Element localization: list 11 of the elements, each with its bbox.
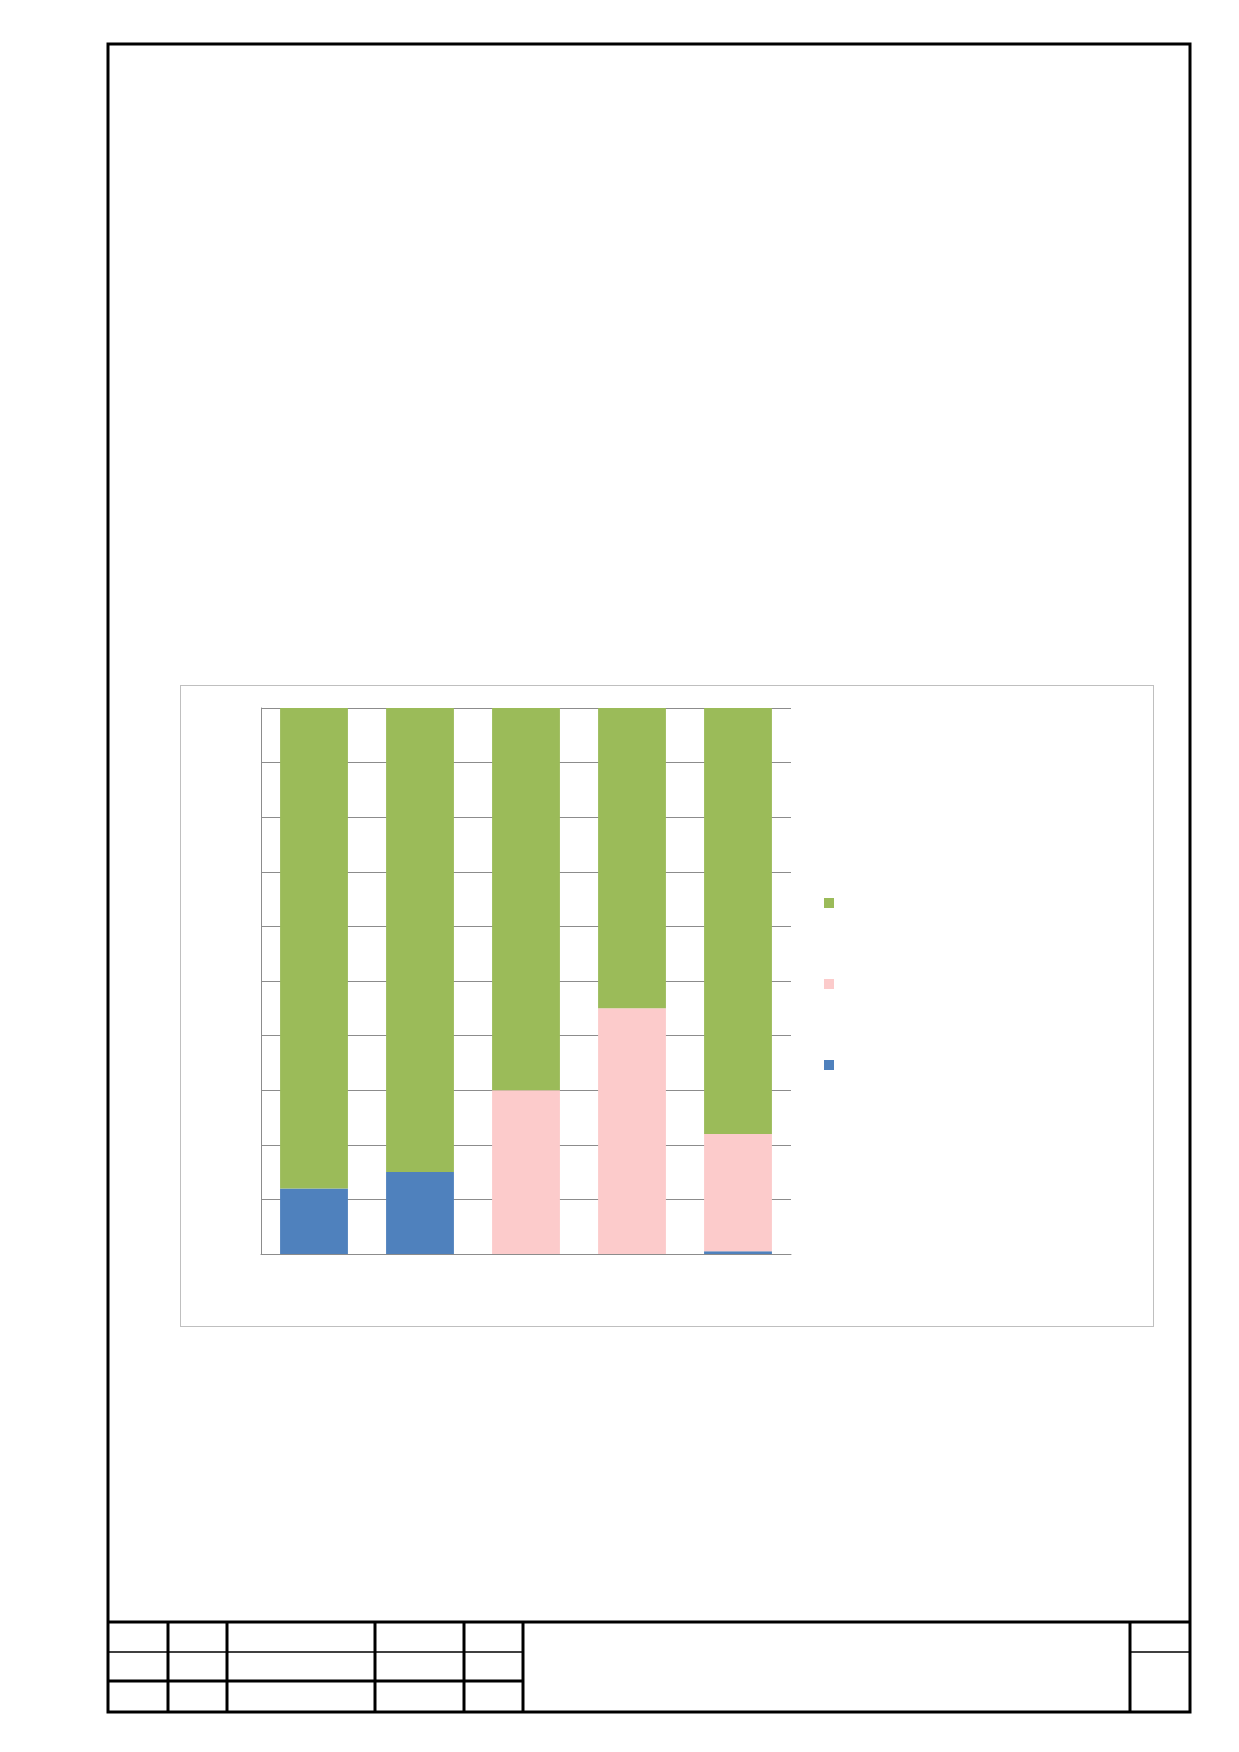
bar xyxy=(598,708,666,1009)
bar xyxy=(280,1188,348,1254)
bar xyxy=(704,1251,772,1254)
bar xyxy=(492,1090,560,1254)
bar xyxy=(598,1008,666,1254)
bar xyxy=(386,708,454,1173)
bar xyxy=(280,708,348,1189)
bar xyxy=(704,1133,772,1252)
bar xyxy=(492,708,560,1091)
bar xyxy=(386,1172,454,1254)
bar xyxy=(704,708,772,1134)
